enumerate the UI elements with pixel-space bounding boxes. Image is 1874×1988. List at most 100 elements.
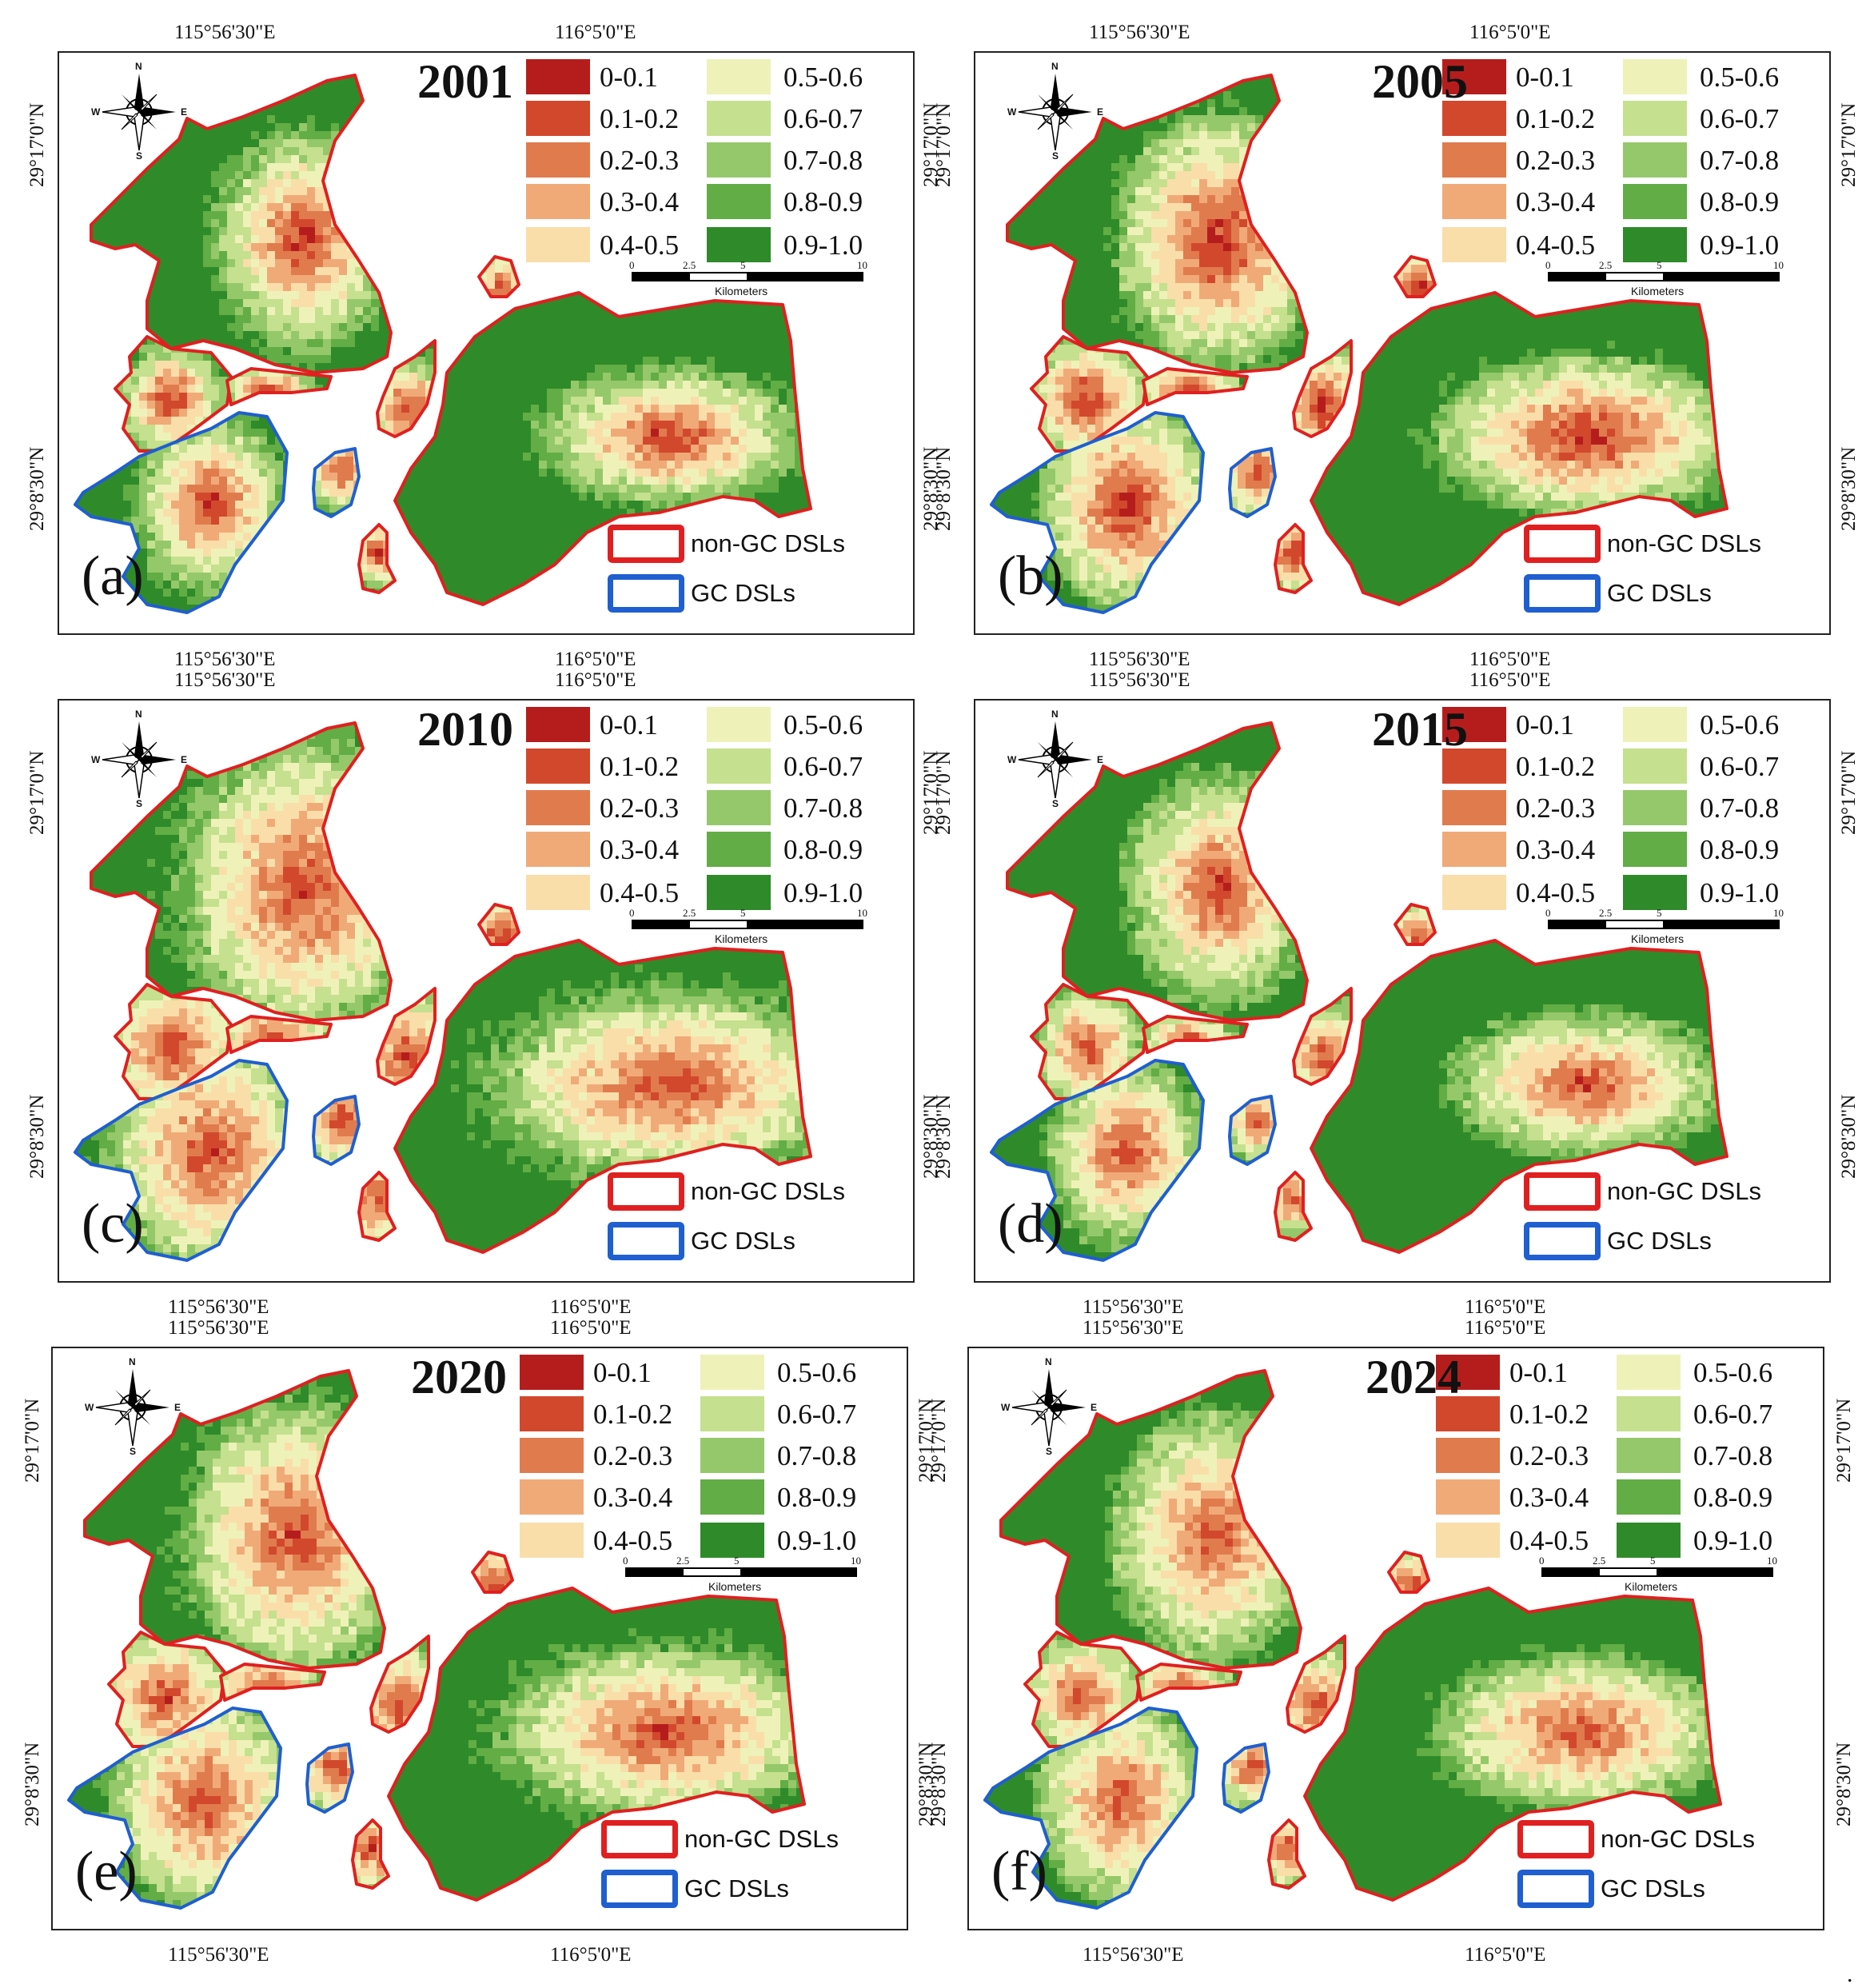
lat-label-north: 29°17'0"N (27, 751, 47, 835)
legend-item: 0.7-0.8 (1623, 790, 1779, 825)
legend-swatch (707, 227, 771, 262)
legend-swatch (526, 101, 590, 136)
legend-gc: GC DSLs (1524, 574, 1712, 613)
legend-label: 0.5-0.6 (1700, 63, 1779, 91)
lon-label-west: 115°56'30"E (168, 1318, 269, 1338)
compass-s: S (136, 150, 142, 162)
lat-label-north: 29°17'0"N (1834, 1399, 1854, 1483)
legend-label: 0.8-0.9 (777, 1483, 856, 1511)
outline-label: non-GC DSLs (1607, 1177, 1761, 1206)
legend-label: 0-0.1 (593, 1359, 652, 1387)
legend-swatch (526, 748, 590, 784)
scale-tick: 2.5 (1593, 1555, 1605, 1567)
scale-tick: 2.5 (1599, 259, 1612, 272)
legend-label: 0-0.1 (1516, 711, 1574, 739)
legend-label: 0.2-0.3 (1516, 794, 1595, 822)
legend-label: 0.8-0.9 (1693, 1483, 1772, 1511)
legend-swatch (526, 59, 590, 94)
legend-label: 0.6-0.7 (1700, 105, 1779, 133)
legend-item: 0.2-0.3 (526, 790, 679, 825)
legend-item: 0.2-0.3 (1442, 142, 1595, 178)
legend-label: 0.4-0.5 (1509, 1527, 1589, 1555)
legend-item: 0.1-0.2 (520, 1396, 672, 1431)
legend-label: 0.5-0.6 (783, 711, 863, 739)
legend-swatch (707, 142, 771, 178)
lon-label-east: 116°5'0"E (550, 1318, 632, 1338)
legend-item: 0.7-0.8 (707, 142, 863, 178)
lat-label-south: 29°8'30"N (934, 447, 954, 531)
legend-label: 0.8-0.9 (1700, 836, 1779, 864)
legend-swatch (1617, 1523, 1681, 1558)
legend-gc: GC DSLs (608, 574, 795, 613)
legend-label: 0.9-1.0 (783, 231, 863, 259)
legend-item: 0.4-0.5 (526, 227, 679, 262)
lat-label-south: 29°8'30"N (27, 447, 47, 531)
lon-label-east: 116°5'0"E (1469, 22, 1551, 42)
legend-swatch (1436, 1523, 1500, 1558)
panel-letter: (e) (75, 1844, 138, 1900)
lat-label-north: 29°17'0"N (1839, 751, 1859, 835)
scale-tick: 5 (1657, 907, 1662, 920)
lat-label-north: 29°17'0"N (27, 103, 47, 187)
raster-tiny-south (1275, 1172, 1316, 1245)
legend-item: 0.2-0.3 (520, 1438, 672, 1473)
legend-swatch (1442, 227, 1506, 262)
legend-swatch (700, 1396, 764, 1431)
legend-label: 0.4-0.5 (600, 879, 679, 907)
outline-label: GC DSLs (684, 1874, 789, 1903)
legend-label: 0.9-1.0 (777, 1527, 856, 1555)
legend-item: 0.6-0.7 (1617, 1396, 1772, 1431)
legend-swatch (526, 832, 590, 867)
legend-swatch (526, 707, 590, 742)
lon-label-east: 116°5'0"E (555, 670, 636, 690)
legend-label: 0.1-0.2 (593, 1400, 672, 1428)
outline-swatch (608, 574, 684, 613)
compass-n: N (1045, 1356, 1052, 1367)
outline-label: GC DSLs (1607, 579, 1712, 608)
scale-tick: 2.5 (683, 907, 696, 920)
legend-label: 0.3-0.4 (600, 188, 679, 216)
legend-label: 0.2-0.3 (600, 794, 679, 822)
raster-tiny-south (359, 525, 400, 597)
legend-swatch (707, 748, 771, 784)
legend-label: 0.5-0.6 (777, 1359, 856, 1387)
legend-label: 0.1-0.2 (1509, 1400, 1589, 1428)
legend-swatch (1442, 875, 1506, 910)
outline-swatch (608, 525, 684, 563)
legend-label: 0.2-0.3 (593, 1442, 672, 1470)
year-label: 2020 (411, 1353, 507, 1401)
legend-label: 0.3-0.4 (593, 1483, 672, 1511)
legend-swatch (707, 101, 771, 136)
legend-item: 0.9-1.0 (707, 227, 863, 262)
outline-swatch (601, 1870, 678, 1908)
compass-s: S (1046, 1446, 1052, 1457)
scale-tick: 2.5 (676, 1555, 689, 1567)
legend-item: 0.7-0.8 (700, 1438, 856, 1473)
scale-unit: Kilometers (1631, 932, 1684, 945)
legend-label: 0.9-1.0 (783, 879, 863, 907)
legend-swatch (707, 184, 771, 219)
lon-label-west: 115°56'30"E (174, 670, 276, 690)
legend-item: 0-0.1 (520, 1355, 652, 1390)
legend-label: 0.3-0.4 (1509, 1483, 1589, 1511)
compass-e: E (174, 1402, 181, 1413)
legend-item: 0.5-0.6 (700, 1355, 856, 1390)
legend-item: 0.7-0.8 (1617, 1438, 1772, 1473)
legend-label: 0.4-0.5 (1516, 879, 1595, 907)
legend-gc: GC DSLs (1524, 1222, 1712, 1260)
legend-label: 0.6-0.7 (1693, 1400, 1772, 1428)
scale-unit: Kilometers (1625, 1580, 1677, 1593)
legend-item: 0.6-0.7 (707, 101, 863, 136)
outline-label: GC DSLs (691, 579, 795, 608)
legend-swatch (1617, 1396, 1681, 1431)
compass-e: E (181, 754, 187, 765)
